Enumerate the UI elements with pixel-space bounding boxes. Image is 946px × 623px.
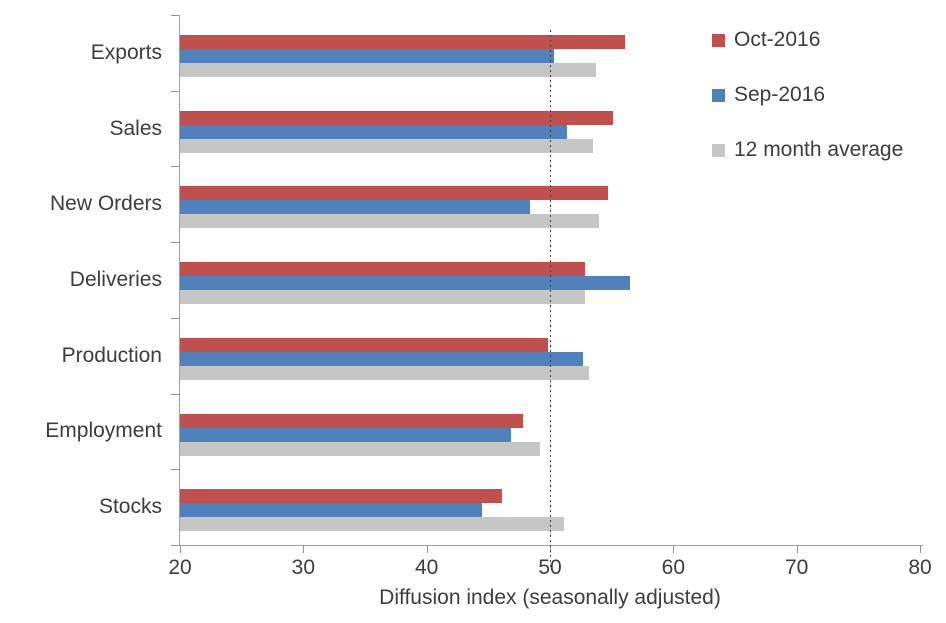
x-tick-70 [796, 546, 798, 553]
category-axis-labels: Exports Sales New Orders Deliveries Producti… [0, 15, 162, 545]
x-tick-label-70: 70 [784, 556, 809, 579]
category-label-new-orders: New Orders [49, 192, 162, 216]
legend-swatch-sep-2016 [712, 88, 725, 102]
category-tick [171, 317, 180, 319]
bar-oct-2016 [180, 35, 626, 49]
bar-12-month-average [180, 517, 564, 532]
bar-group-deliveries [180, 242, 920, 318]
x-tick-80 [920, 546, 921, 553]
bar-sep-2016 [180, 351, 584, 366]
bar-oct-2016 [180, 337, 548, 352]
category-tick [171, 166, 180, 168]
bar-oct-2016 [180, 186, 608, 201]
x-tick-label-50: 50 [538, 556, 562, 579]
bar-group-new-orders [180, 166, 920, 242]
bar-sep-2016 [180, 276, 631, 291]
legend-item-12-month-average: 12 month average [712, 137, 903, 163]
bar-group-sales [180, 91, 920, 167]
x-tick-label-80: 80 [908, 556, 932, 579]
category-label-employment: Employment [45, 419, 162, 443]
legend-label-sep-2016: Sep-2016 [734, 83, 826, 106]
bar-12-month-average [180, 63, 596, 77]
x-axis-line [172, 545, 923, 546]
category-tick [171, 15, 180, 16]
bar-12-month-average [180, 290, 585, 305]
bar-group-employment [180, 394, 920, 470]
legend-label-12-month-average: 12 month average [734, 138, 904, 161]
x-axis-title: Diffusion index (seasonally adjusted) [379, 586, 721, 609]
category-label-production: Production [61, 343, 162, 367]
reference-line-50 [550, 30, 551, 567]
bar-rows [180, 15, 920, 545]
bar-group-production [180, 318, 920, 394]
y-axis-line [179, 15, 180, 545]
bar-12-month-average [180, 214, 600, 229]
x-tick-label-40: 40 [414, 556, 439, 579]
x-tick-label-60: 60 [661, 556, 685, 579]
x-tick-20 [180, 546, 181, 553]
legend-item-sep-2016: Sep-2016 [712, 82, 903, 108]
bar-sep-2016 [180, 49, 554, 63]
x-tick-label-30: 30 [291, 556, 315, 579]
bar-group-stocks [180, 469, 920, 545]
bar-oct-2016 [180, 413, 523, 428]
legend: Oct-2016 Sep-2016 12 month average [712, 27, 903, 192]
category-label-sales: Sales [109, 116, 162, 140]
x-tick-label-20: 20 [168, 556, 192, 579]
category-tick [171, 242, 180, 244]
category-tick [171, 469, 180, 471]
bar-12-month-average [180, 365, 590, 380]
plot-area [180, 15, 920, 567]
bar-sep-2016 [180, 124, 568, 139]
bar-group-exports [180, 15, 920, 91]
bar-sep-2016 [180, 503, 483, 518]
legend-swatch-oct-2016 [712, 33, 725, 47]
category-tick [171, 393, 180, 395]
bar-sep-2016 [180, 200, 531, 215]
category-label-deliveries: Deliveries [69, 267, 162, 291]
bar-oct-2016 [180, 110, 613, 125]
category-tick [171, 90, 180, 92]
legend-item-oct-2016: Oct-2016 [712, 27, 903, 53]
bar-sep-2016 [180, 427, 511, 442]
category-tick [171, 545, 180, 546]
legend-swatch-12-month-average [712, 143, 725, 157]
legend-label-oct-2016: Oct-2016 [734, 28, 821, 51]
category-label-stocks: Stocks [98, 495, 162, 519]
bar-12-month-average [180, 138, 594, 153]
bar-oct-2016 [180, 262, 585, 277]
bar-12-month-average [180, 441, 541, 456]
x-tick-60 [673, 546, 675, 553]
x-tick-30 [303, 546, 305, 553]
category-label-exports: Exports [90, 40, 162, 64]
bar-oct-2016 [180, 489, 502, 504]
x-tick-40 [426, 546, 428, 553]
